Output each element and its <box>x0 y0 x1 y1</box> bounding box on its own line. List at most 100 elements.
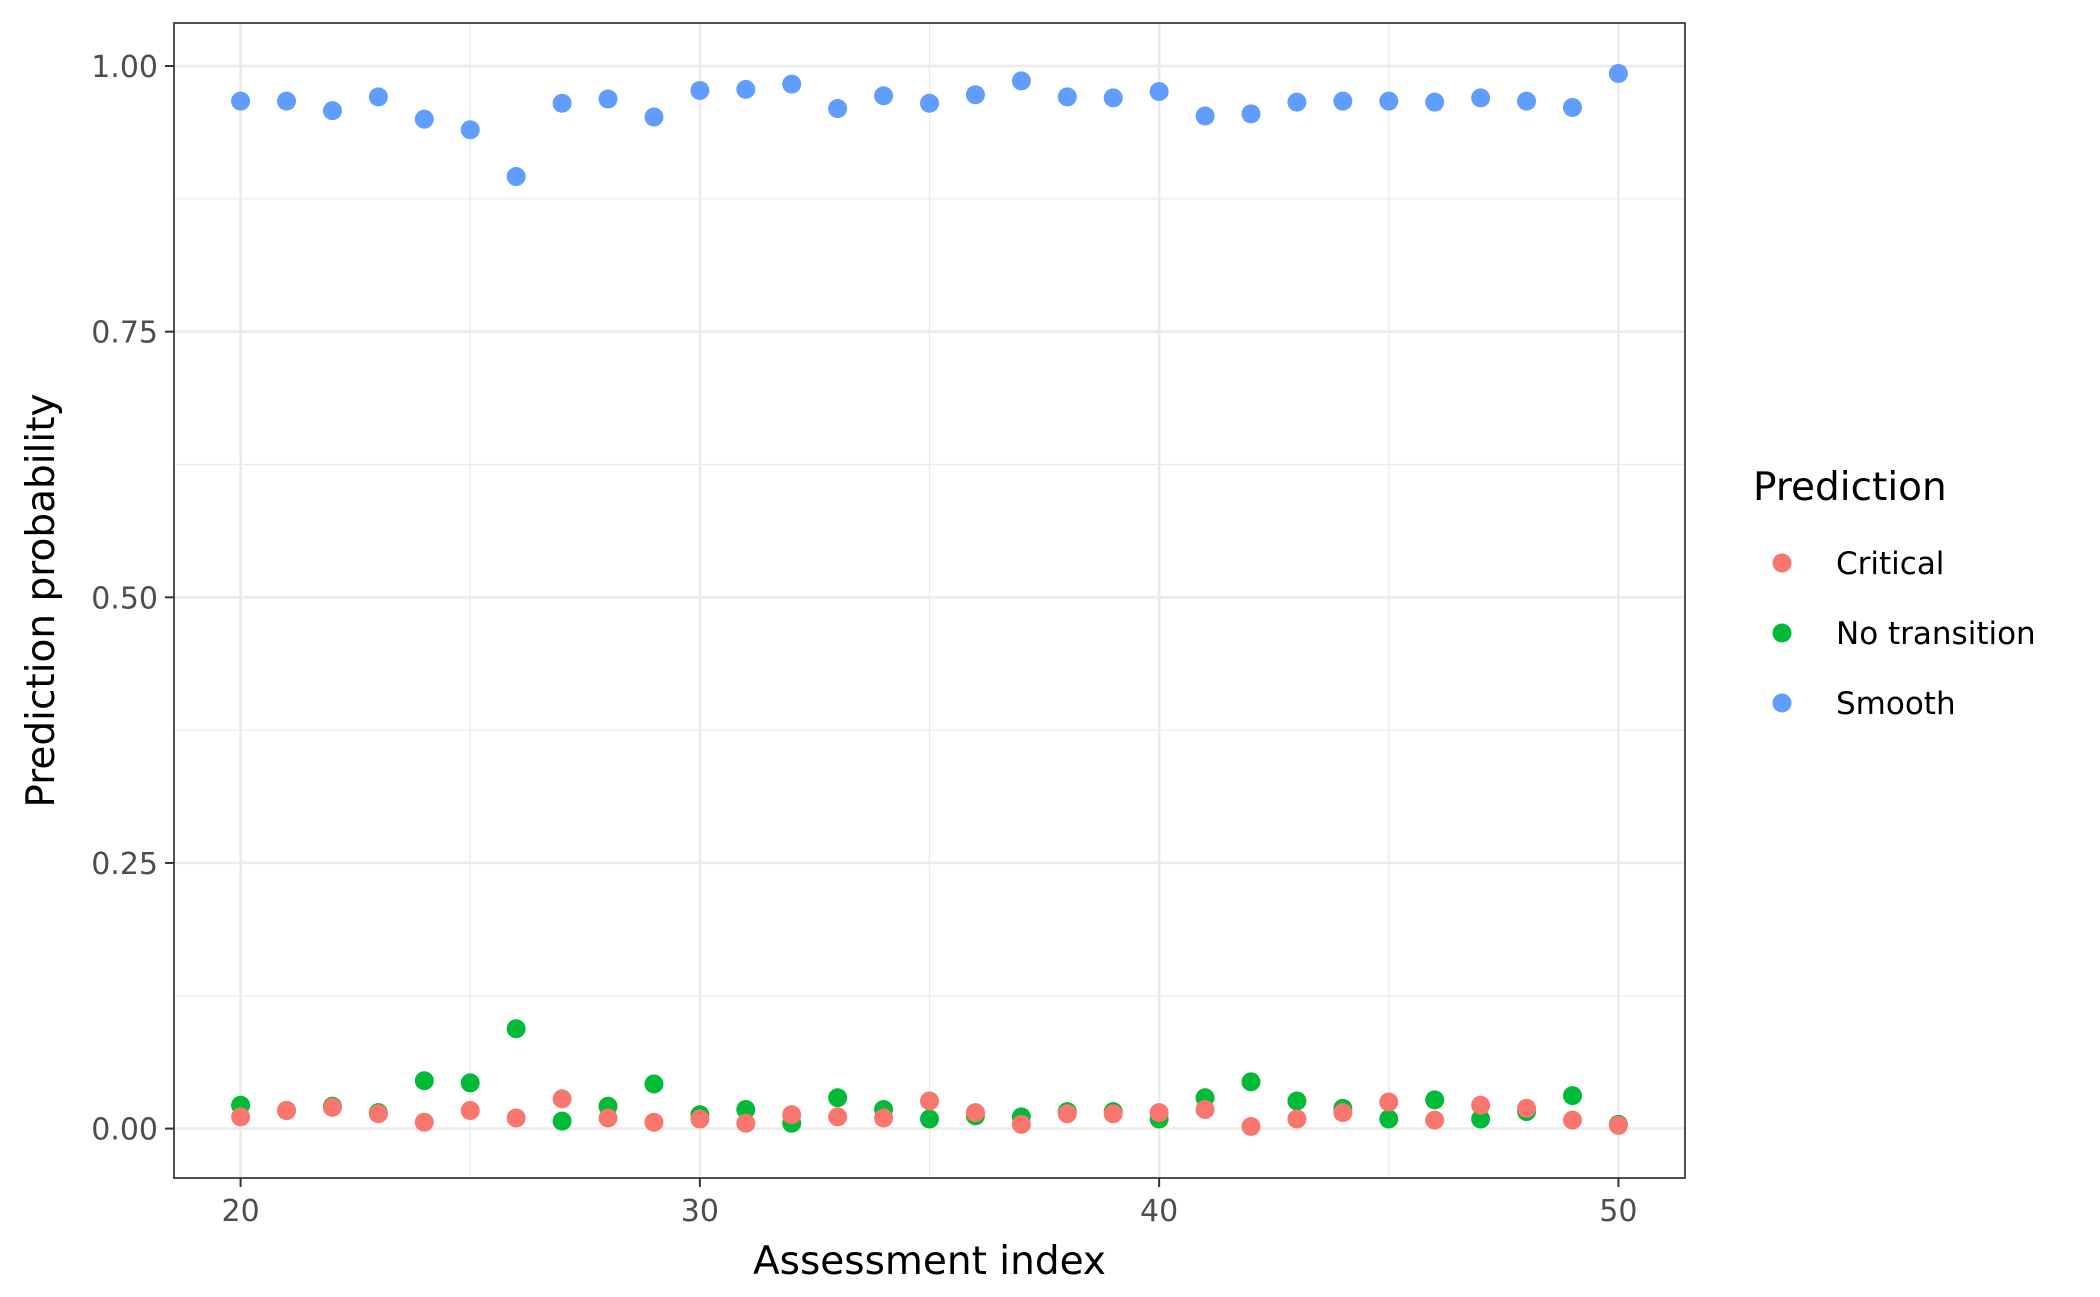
point-critical <box>1011 1114 1031 1134</box>
point-smooth <box>965 85 985 105</box>
x-axis: 20 30 40 50 <box>222 1178 1637 1229</box>
point-smooth <box>1379 91 1399 111</box>
legend-title: Prediction <box>1753 465 1947 510</box>
point-smooth <box>1195 106 1215 126</box>
point-critical <box>736 1113 756 1133</box>
point-critical <box>1379 1092 1399 1112</box>
y-tick-label: 0.50 <box>91 581 158 616</box>
point-smooth <box>874 86 894 106</box>
point-critical <box>1333 1103 1353 1123</box>
x-tick-label: 20 <box>222 1194 260 1229</box>
point-smooth <box>644 107 664 127</box>
legend-label-no-transition: No transition <box>1836 616 2036 652</box>
point-critical <box>277 1101 297 1121</box>
point-smooth <box>1241 104 1261 124</box>
point-smooth <box>1287 92 1307 112</box>
y-tick-label: 0.75 <box>91 316 158 351</box>
point-critical <box>1425 1110 1445 1130</box>
point-smooth <box>920 93 939 113</box>
point-smooth <box>460 120 480 140</box>
point-critical <box>460 1101 480 1121</box>
point-smooth <box>690 80 710 100</box>
point-no-transition <box>1471 1109 1491 1129</box>
point-smooth <box>1608 63 1628 83</box>
point-smooth <box>231 91 251 111</box>
major-gridlines <box>174 23 1685 1178</box>
point-no-transition <box>1287 1091 1307 1111</box>
point-no-transition <box>460 1073 480 1093</box>
point-critical <box>506 1108 526 1128</box>
point-no-transition <box>552 1111 572 1131</box>
y-tick-label: 1.00 <box>91 50 158 85</box>
y-axis: 0.00 0.25 0.50 0.75 1.00 <box>91 50 174 1148</box>
legend-key-smooth <box>1772 693 1792 713</box>
point-no-transition <box>506 1019 526 1039</box>
x-axis-title: Assessment index <box>753 1239 1106 1284</box>
point-no-transition <box>414 1071 434 1091</box>
x-tick-label: 40 <box>1140 1194 1178 1229</box>
point-critical <box>828 1107 848 1127</box>
point-critical <box>598 1108 618 1128</box>
point-no-transition <box>1562 1086 1582 1106</box>
point-no-transition <box>1425 1090 1445 1110</box>
point-smooth <box>1517 91 1537 111</box>
point-critical <box>368 1104 388 1124</box>
legend-key-critical <box>1772 553 1792 573</box>
point-smooth <box>1333 91 1353 111</box>
point-smooth <box>598 89 618 109</box>
legend-key-no-transition <box>1772 623 1792 643</box>
point-critical <box>322 1097 342 1117</box>
point-critical <box>1057 1104 1077 1124</box>
point-critical <box>644 1112 664 1132</box>
legend-label-smooth: Smooth <box>1836 686 1956 722</box>
point-smooth <box>1011 71 1031 91</box>
point-critical <box>1608 1115 1628 1135</box>
point-smooth <box>1057 87 1077 107</box>
point-critical <box>965 1103 985 1123</box>
point-critical <box>552 1089 572 1109</box>
point-critical <box>782 1105 802 1125</box>
legend: Prediction Critical No transition Smooth <box>1753 465 2036 722</box>
minor-gridlines <box>174 23 1685 1178</box>
y-tick-label: 0.25 <box>91 847 158 882</box>
point-critical <box>1471 1095 1491 1115</box>
y-tick-label: 0.00 <box>91 1113 158 1148</box>
point-smooth <box>1425 92 1445 112</box>
point-critical <box>1195 1099 1215 1119</box>
point-smooth <box>322 101 342 121</box>
point-critical <box>1241 1116 1261 1136</box>
point-smooth <box>782 74 802 94</box>
point-smooth <box>1471 88 1491 108</box>
point-smooth <box>414 109 434 129</box>
point-smooth <box>1562 97 1582 117</box>
point-critical <box>874 1108 894 1128</box>
point-smooth <box>277 91 297 111</box>
point-critical <box>1287 1109 1307 1129</box>
point-critical <box>1103 1104 1123 1124</box>
point-smooth <box>552 93 572 113</box>
point-no-transition <box>828 1088 848 1108</box>
point-no-transition <box>1379 1109 1399 1129</box>
point-critical <box>920 1091 939 1111</box>
point-critical <box>414 1112 434 1132</box>
data-points <box>231 63 1628 1136</box>
point-smooth <box>828 99 848 119</box>
point-no-transition <box>644 1074 664 1094</box>
point-no-transition <box>736 1099 756 1119</box>
point-smooth <box>506 167 526 187</box>
x-tick-label: 50 <box>1599 1194 1637 1229</box>
point-no-transition <box>1241 1072 1261 1092</box>
point-critical <box>690 1109 710 1129</box>
point-critical <box>1562 1110 1582 1130</box>
point-no-transition <box>920 1109 939 1129</box>
x-tick-label: 30 <box>681 1194 719 1229</box>
point-critical <box>1149 1103 1169 1123</box>
point-critical <box>231 1107 251 1127</box>
plot-panel-border <box>173 22 1686 1179</box>
point-smooth <box>1149 82 1169 102</box>
point-smooth <box>368 87 388 107</box>
point-critical <box>1517 1098 1537 1118</box>
legend-label-critical: Critical <box>1836 546 1944 582</box>
point-smooth <box>1103 88 1123 108</box>
